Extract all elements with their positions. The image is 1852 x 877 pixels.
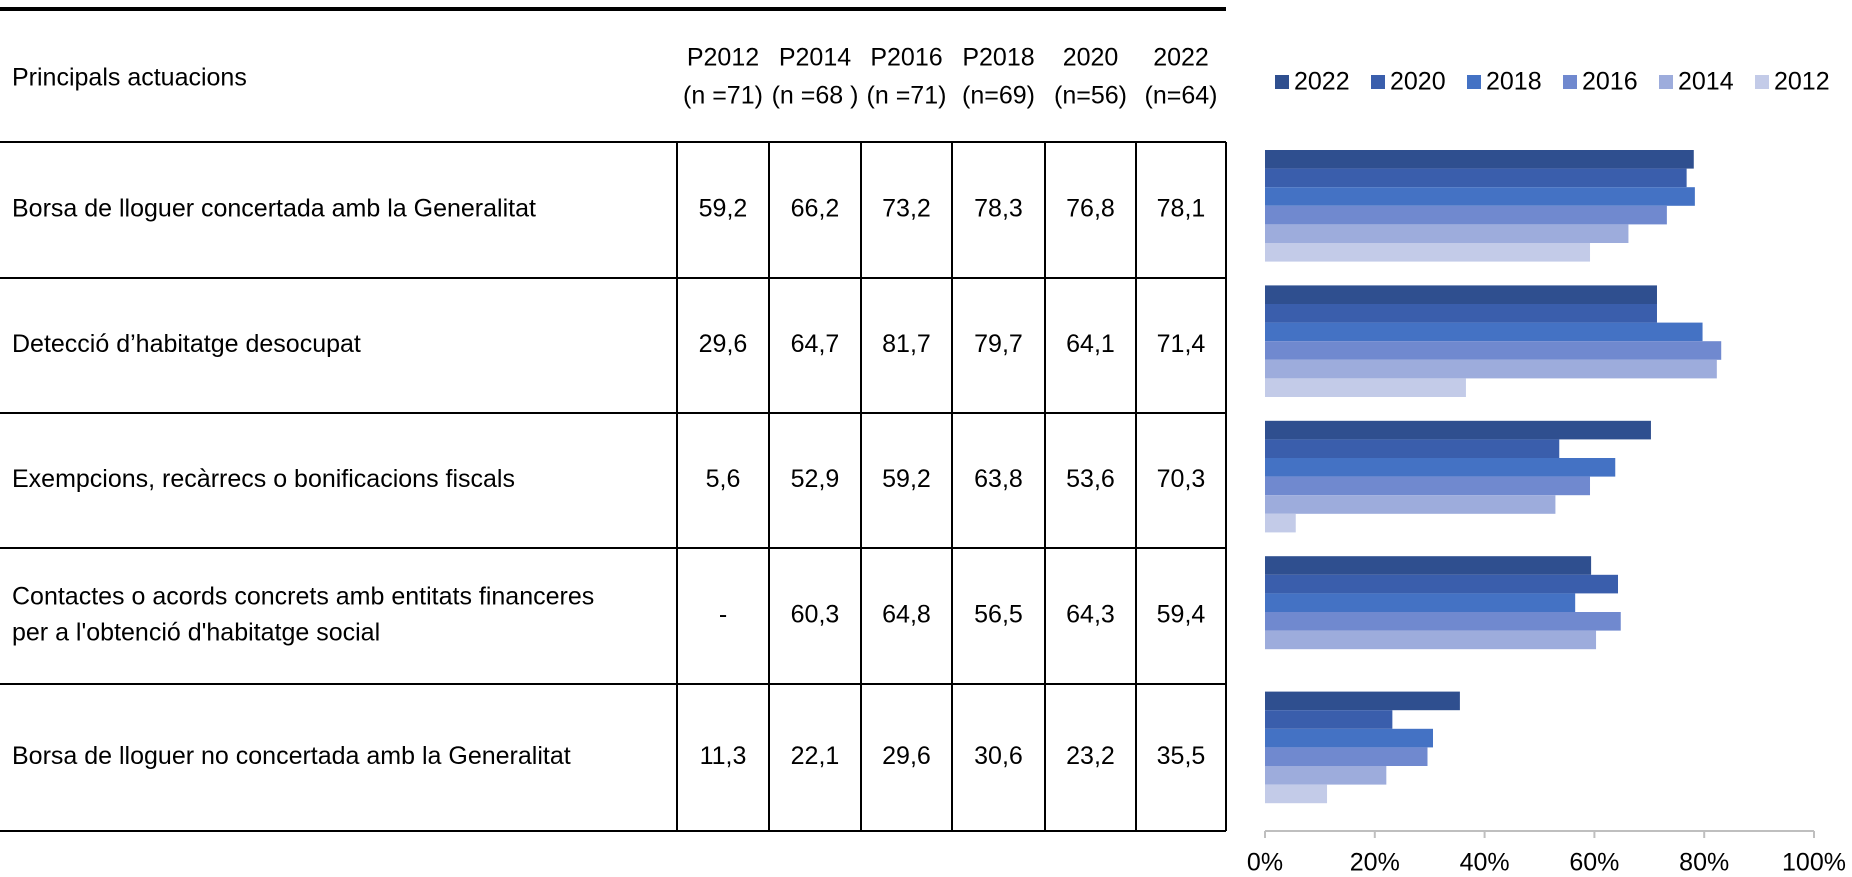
cell: 35,5: [1157, 742, 1206, 770]
legend-swatch: [1563, 75, 1577, 89]
cell: 22,1: [791, 742, 840, 770]
cell: 66,2: [791, 195, 840, 223]
x-tick-label: 40%: [1460, 849, 1510, 872]
column-header: (n =68 ): [772, 82, 859, 110]
cell: 5,6: [706, 465, 741, 493]
bar: [1265, 420, 1651, 440]
legend-swatch: [1659, 75, 1673, 89]
row-label: Detecció d’habitatge desocupat: [12, 330, 361, 358]
cell: 73,2: [882, 195, 931, 223]
column-header: P2018: [962, 44, 1034, 72]
bar: [1265, 747, 1428, 766]
cell: 29,6: [882, 742, 931, 770]
bar: [1265, 359, 1717, 379]
bar: [1265, 630, 1597, 650]
bar: [1265, 285, 1657, 304]
cell: 64,1: [1066, 330, 1115, 358]
legend-label: 2022: [1294, 68, 1350, 96]
bar: [1265, 691, 1460, 711]
x-tick-label: 100%: [1782, 849, 1846, 872]
cell: 59,4: [1157, 601, 1206, 629]
x-tick-label: 80%: [1679, 849, 1729, 872]
column-header: P2016: [870, 44, 942, 72]
column-header: P2014: [779, 44, 851, 72]
bar: [1265, 556, 1592, 575]
bar: [1265, 458, 1616, 477]
column-header: (n=69): [962, 82, 1035, 110]
legend-label: 2016: [1582, 68, 1638, 96]
x-tick-label: 60%: [1569, 849, 1619, 872]
row-label: Borsa de lloguer no concertada amb la Ge…: [12, 742, 571, 770]
cell: 71,4: [1157, 330, 1206, 358]
x-tick-label: 0%: [1247, 849, 1283, 872]
legend-swatch: [1467, 75, 1481, 89]
row-label: per a l'obtenció d'habitatge social: [12, 619, 380, 647]
bar: [1265, 574, 1619, 594]
row-label: Contactes o acords concrets amb entitats…: [12, 583, 594, 611]
bar: [1265, 710, 1393, 729]
bar: [1265, 612, 1621, 631]
column-header: P2012: [687, 44, 759, 72]
cell: 70,3: [1157, 465, 1206, 493]
legend-label: 2018: [1486, 68, 1542, 96]
bar: [1265, 205, 1667, 225]
cell: 64,8: [882, 601, 931, 629]
bar: [1265, 593, 1576, 612]
bar: [1265, 187, 1695, 206]
cell: 78,3: [974, 195, 1023, 223]
legend-label: 2014: [1678, 68, 1734, 96]
column-header: (n =71): [867, 82, 947, 110]
column-header: (n=64): [1145, 82, 1218, 110]
bar: [1265, 495, 1556, 514]
bar: [1265, 378, 1466, 397]
legend-label: 2020: [1390, 68, 1446, 96]
legend-label: 2012: [1774, 68, 1830, 96]
bar: [1265, 513, 1296, 533]
bar: [1265, 150, 1694, 169]
cell: 59,2: [882, 465, 931, 493]
bar: [1265, 322, 1703, 342]
bar: [1265, 766, 1387, 785]
bar: [1265, 476, 1591, 496]
cell: 11,3: [700, 742, 747, 770]
cell: 53,6: [1066, 465, 1115, 493]
cell: 60,3: [791, 601, 840, 629]
cell: 81,7: [882, 330, 931, 358]
cell: 64,7: [791, 330, 840, 358]
cell: 30,6: [974, 742, 1023, 770]
column-header: (n=56): [1054, 82, 1127, 110]
cell: 59,2: [699, 195, 748, 223]
cell: 52,9: [791, 465, 840, 493]
legend-swatch: [1275, 75, 1289, 89]
cell: 29,6: [699, 330, 748, 358]
bar: [1265, 304, 1657, 323]
bar: [1265, 439, 1560, 458]
column-header: (n =71): [683, 82, 763, 110]
bar: [1265, 341, 1722, 360]
bar: [1265, 243, 1591, 262]
bar: [1265, 728, 1433, 748]
cell: 79,7: [974, 330, 1023, 358]
row-label: Borsa de lloguer concertada amb la Gener…: [12, 195, 536, 223]
legend-swatch: [1755, 75, 1769, 89]
top-rule: [0, 7, 1226, 11]
bar: [1265, 224, 1629, 243]
header-label: Principals actuacions: [12, 64, 247, 92]
legend-swatch: [1371, 75, 1385, 89]
cell: 76,8: [1066, 195, 1115, 223]
bar: [1265, 168, 1687, 188]
x-tick-label: 20%: [1350, 849, 1400, 872]
cell: 64,3: [1066, 601, 1115, 629]
cell: 63,8: [974, 465, 1023, 493]
cell: 23,2: [1066, 742, 1115, 770]
bar: [1265, 784, 1328, 804]
cell: -: [719, 601, 727, 629]
column-header: 2022: [1153, 44, 1209, 72]
cell: 78,1: [1157, 195, 1206, 223]
column-header: 2020: [1063, 44, 1119, 72]
cell: 56,5: [974, 601, 1023, 629]
row-label: Exempcions, recàrrecs o bonificacions fi…: [12, 465, 515, 493]
